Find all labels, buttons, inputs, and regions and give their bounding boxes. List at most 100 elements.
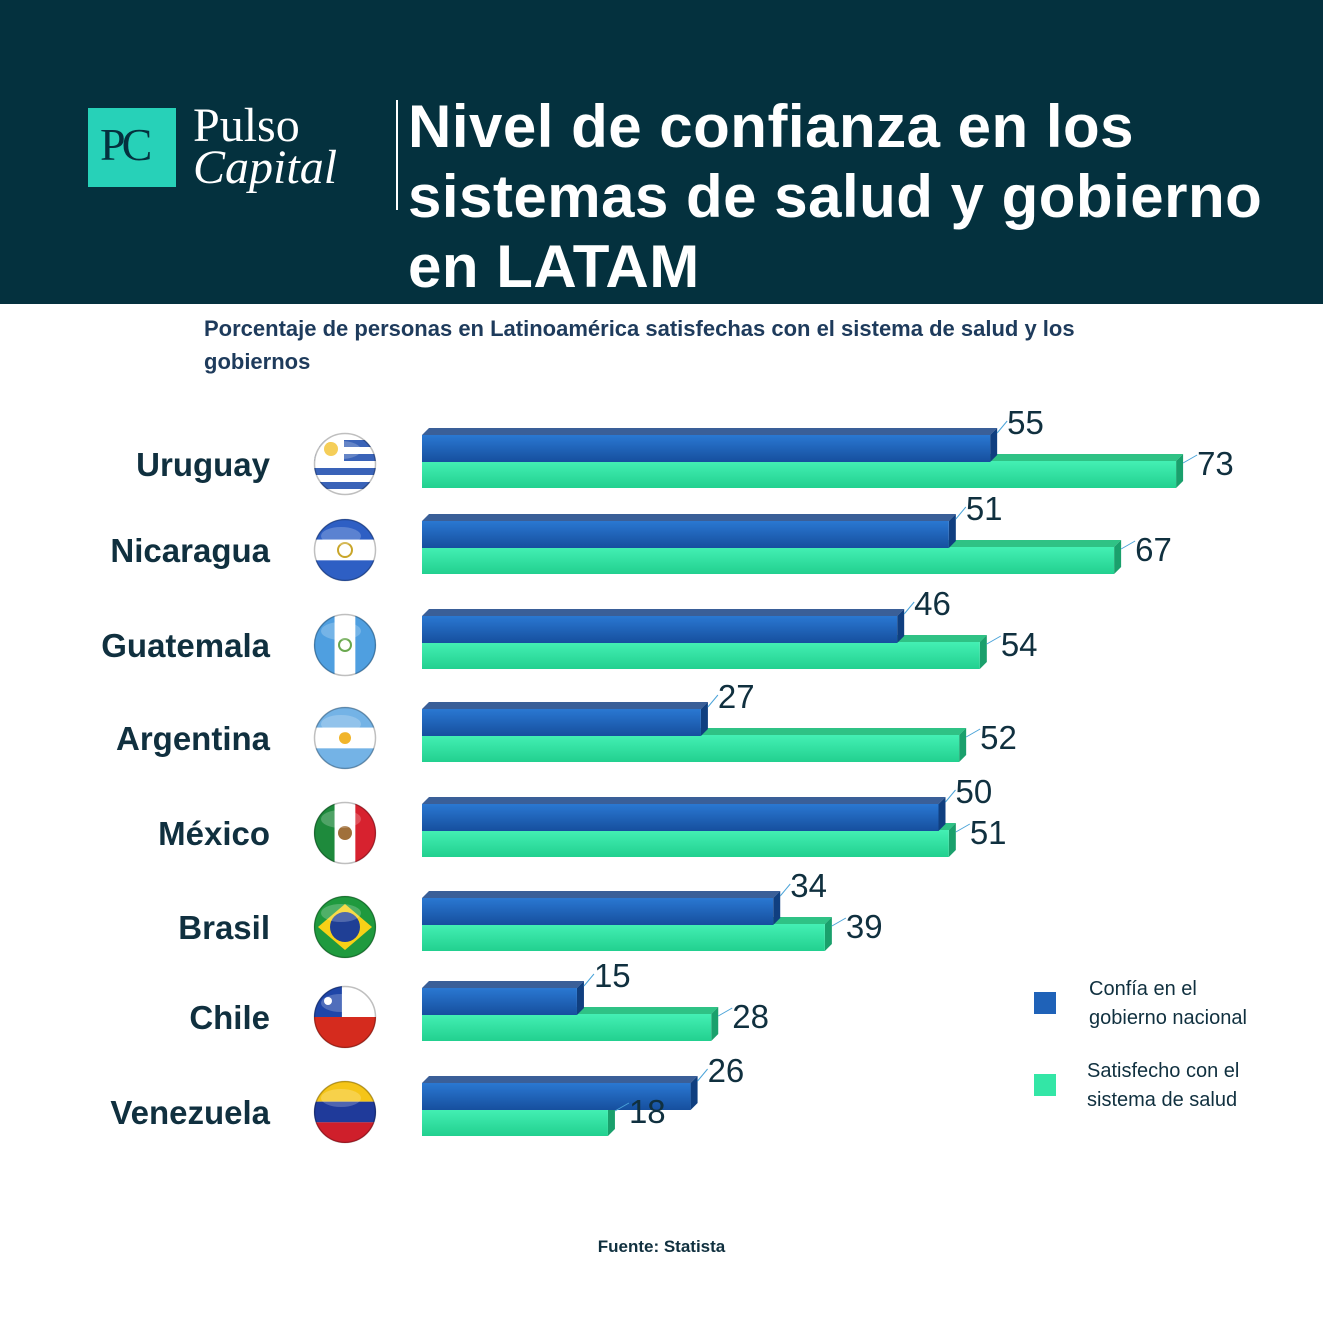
government-bar-side [690, 1076, 698, 1110]
government-bar-top [422, 428, 998, 435]
government-bar-top [422, 609, 905, 616]
government-bar-top [422, 702, 708, 709]
government-value-label: 26 [708, 1052, 745, 1089]
legend-health-line1: Satisfecho con el [1087, 1060, 1240, 1082]
country-label: México [158, 815, 270, 852]
chile-flag-shine [321, 994, 361, 1012]
brand-name-line2: Capital [193, 141, 338, 194]
mexico-flag-shine [321, 810, 361, 828]
government-leader [996, 420, 1008, 434]
uruguay-flag-shine [321, 441, 361, 459]
health-bar-side [959, 728, 967, 762]
argentina-flag [314, 707, 376, 769]
country-label: Venezuela [110, 1094, 270, 1131]
health-bar-face [422, 1109, 608, 1136]
page-title: Nivel de confianza en los sistemas de sa… [408, 93, 1263, 300]
brand-name-line1: Pulso [193, 99, 300, 152]
health-value-label: 51 [970, 814, 1007, 851]
government-bar [422, 702, 708, 736]
guatemala-flag-shine [321, 622, 361, 640]
government-value-label: 34 [790, 867, 827, 904]
government-leader [707, 694, 719, 708]
government-bar-face [422, 988, 577, 1015]
legend-label-health: Satisfecho con el sistema de salud [1087, 1057, 1239, 1115]
health-value-label: 73 [1197, 445, 1234, 482]
government-bar-top [422, 981, 584, 988]
uruguay-flag-rim [313, 432, 377, 496]
government-bar [422, 981, 584, 1015]
government-leader [903, 601, 915, 615]
uruguay-flag [314, 433, 376, 495]
health-bar-face [422, 830, 949, 857]
brazil-flag-shine [321, 904, 361, 922]
header-divider [396, 100, 398, 210]
health-value-label: 67 [1135, 531, 1172, 568]
country-label: Brasil [178, 909, 270, 946]
health-value-label: 52 [980, 719, 1017, 756]
health-bar-side [948, 823, 956, 857]
health-bar-face [422, 735, 960, 762]
government-bar-side [990, 428, 998, 462]
country-label: Guatemala [101, 627, 270, 664]
country-label: Chile [189, 999, 270, 1036]
government-bar [422, 797, 946, 831]
legend-health-line2: sistema de salud [1087, 1089, 1238, 1111]
government-bar-top [422, 514, 956, 521]
government-value-label: 46 [914, 585, 951, 622]
government-bar [422, 514, 956, 548]
health-value-label: 28 [732, 998, 769, 1035]
mexico-flag [314, 802, 376, 864]
government-bar-face [422, 709, 701, 736]
health-bar-side [711, 1007, 719, 1041]
venezuela-flag [314, 1081, 376, 1143]
legend-swatch-health [1034, 1074, 1056, 1096]
health-leader [831, 917, 847, 927]
health-leader [986, 635, 1002, 645]
brazil-flag [314, 896, 376, 958]
government-bar-face [422, 898, 774, 925]
guatemala-flag [314, 614, 376, 676]
government-bar-face [422, 521, 949, 548]
country-label: Argentina [116, 720, 271, 757]
health-leader [1120, 540, 1136, 550]
legend-swatch-government [1034, 992, 1056, 1014]
government-bar [422, 1076, 698, 1110]
government-bar-top [422, 1076, 698, 1083]
government-value-label: 15 [594, 957, 631, 994]
government-bar-face [422, 804, 939, 831]
government-value-label: 55 [1007, 404, 1044, 441]
health-bar-side [1176, 454, 1184, 488]
government-leader [697, 1068, 708, 1082]
legend-government-line1: Confía en el [1089, 978, 1197, 1000]
logo-icon: PC [88, 108, 176, 187]
government-bar-side [948, 514, 956, 548]
health-leader [955, 823, 971, 833]
source-note: Fuente: Statista [597, 1237, 726, 1256]
health-bar-face [422, 461, 1177, 488]
header: PC Pulso Capital Nivel de confianza en l… [0, 0, 1323, 304]
health-leader [1182, 454, 1198, 464]
health-leader [965, 728, 981, 738]
government-bar-side [773, 891, 781, 925]
government-bar [422, 609, 905, 643]
health-value-label: 18 [629, 1093, 666, 1130]
government-bar-side [700, 702, 708, 736]
argentina-flag-rim [313, 706, 377, 770]
chile-flag-rim [313, 985, 377, 1049]
chart-subtitle: Porcentaje de personas en Latinoamérica … [204, 316, 1075, 374]
guatemala-flag-rim [313, 613, 377, 677]
brazil-flag-rim [313, 895, 377, 959]
government-bar-side [576, 981, 584, 1015]
health-bar-side [979, 635, 987, 669]
health-leader [717, 1007, 733, 1017]
nicaragua-flag-shine [321, 527, 361, 545]
country-label: Uruguay [136, 446, 271, 483]
government-value-label: 51 [966, 490, 1003, 527]
health-leader [614, 1102, 630, 1112]
health-bar-face [422, 642, 980, 669]
government-leader [583, 973, 595, 987]
government-bar-face [422, 435, 991, 462]
legend-government-line2: gobierno nacional [1089, 1007, 1247, 1029]
health-bar-face [422, 1014, 712, 1041]
argentina-flag-shine [321, 715, 361, 733]
